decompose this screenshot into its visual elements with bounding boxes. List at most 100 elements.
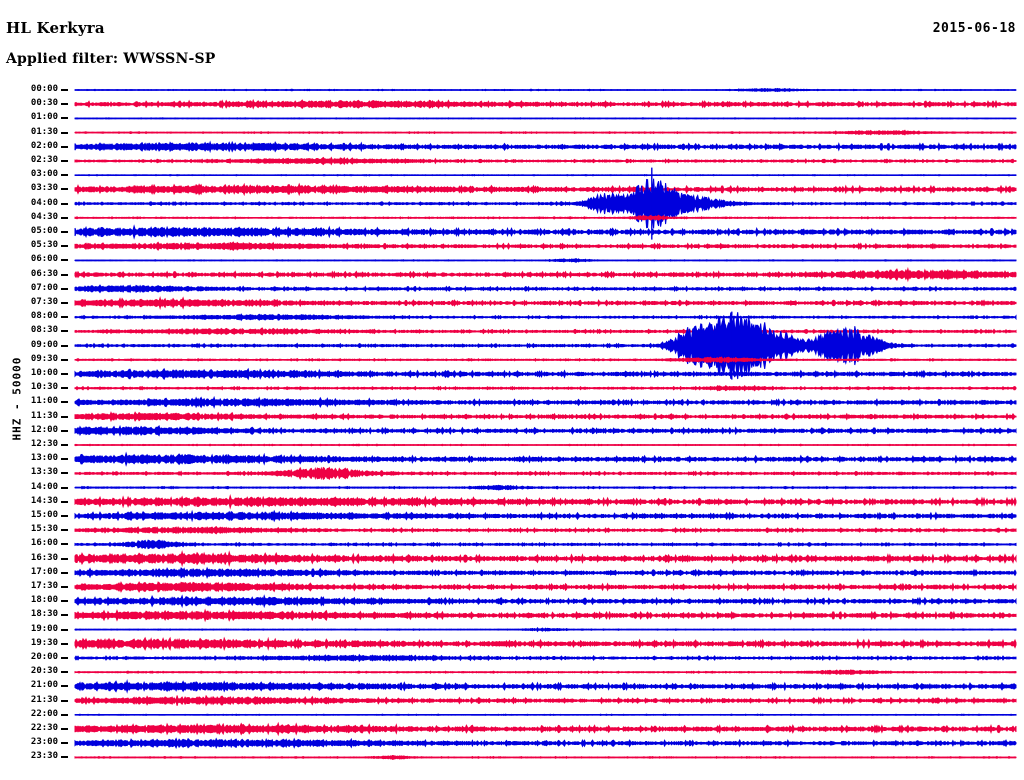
axis-tick: [61, 685, 68, 688]
time-label-1430: 14:30: [30, 495, 58, 506]
axis-tick: [61, 543, 68, 546]
axis-tick: [61, 145, 68, 148]
axis-tick: [61, 742, 68, 745]
time-label-1830: 18:30: [30, 609, 58, 620]
axis-tick: [61, 316, 68, 319]
axis-tick: [61, 486, 68, 489]
axis-tick: [61, 259, 68, 262]
record-date: 2015-06-18: [932, 21, 1016, 36]
axis-tick: [61, 628, 68, 631]
time-label-0900: 09:00: [30, 339, 58, 350]
axis-tick: [61, 500, 68, 503]
axis-tick: [61, 657, 68, 659]
time-label-2000: 20:00: [30, 652, 58, 662]
time-label-1400: 14:00: [30, 481, 58, 492]
time-label-0400: 04:00: [30, 197, 58, 208]
axis-tick: [61, 188, 68, 191]
axis-tick: [61, 174, 68, 177]
time-label-0130: 01:30: [30, 126, 58, 137]
axis-tick: [61, 358, 68, 361]
axis-tick: [61, 387, 68, 390]
time-label-2100: 21:00: [30, 680, 58, 691]
axis-tick: [61, 515, 68, 517]
time-label-1030: 10:30: [30, 382, 58, 393]
time-label-0200: 02:00: [30, 140, 58, 151]
time-label-1100: 11:00: [30, 396, 58, 407]
axis-tick: [61, 245, 68, 248]
time-label-0030: 00:30: [30, 98, 58, 109]
time-label-0230: 02:30: [30, 155, 58, 165]
time-label-0930: 09:30: [30, 353, 58, 364]
axis-tick: [61, 429, 68, 432]
time-label-0730: 07:30: [30, 297, 58, 307]
time-label-0630: 06:30: [30, 268, 58, 279]
time-label-1530: 15:30: [30, 524, 58, 535]
axis-tick: [61, 344, 68, 347]
time-label-0100: 01:00: [30, 112, 58, 123]
applied-filter-label: Applied filter: WWSSN-SP: [6, 51, 216, 67]
axis-tick: [61, 216, 68, 219]
axis-tick: [61, 699, 68, 702]
axis-tick: [61, 444, 68, 446]
time-label-1730: 17:30: [30, 581, 58, 591]
time-label-2030: 20:30: [30, 666, 58, 677]
axis-tick: [61, 273, 68, 276]
time-label-0600: 06:00: [30, 254, 58, 265]
time-label-0430: 04:30: [30, 211, 58, 222]
time-label-1000: 10:00: [30, 368, 58, 378]
time-label-1700: 17:00: [30, 566, 58, 577]
axis-tick: [61, 103, 68, 106]
time-label-1300: 13:00: [30, 453, 58, 464]
axis-tick: [61, 728, 68, 730]
axis-tick: [61, 472, 68, 475]
time-label-1200: 12:00: [30, 424, 58, 435]
axis-tick: [61, 529, 68, 532]
axis-tick: [61, 586, 68, 588]
axis-tick: [61, 302, 68, 304]
axis-tick: [61, 571, 68, 574]
time-label-0000: 00:00: [30, 84, 58, 94]
axis-tick: [61, 160, 68, 162]
axis-tick: [61, 756, 68, 759]
time-label-1800: 18:00: [30, 595, 58, 606]
axis-tick: [61, 131, 68, 134]
axis-tick: [61, 458, 68, 461]
time-label-1130: 11:30: [30, 410, 58, 421]
axis-tick: [61, 401, 68, 404]
axis-tick: [61, 231, 68, 233]
time-label-1900: 19:00: [30, 623, 58, 634]
axis-tick: [61, 642, 68, 645]
time-label-0500: 05:00: [30, 226, 58, 236]
time-label-2300: 23:00: [30, 737, 58, 748]
time-label-1930: 19:30: [30, 637, 58, 648]
time-label-2130: 21:30: [30, 694, 58, 705]
axis-tick: [61, 202, 68, 205]
time-label-0800: 08:00: [30, 311, 58, 322]
axis-tick: [61, 713, 68, 716]
axis-tick: [61, 89, 68, 91]
time-label-2330: 23:30: [30, 751, 58, 762]
time-label-2230: 22:30: [30, 723, 58, 733]
axis-tick: [61, 600, 68, 603]
time-label-0530: 05:30: [30, 240, 58, 251]
page-title: HL Kerkyra: [6, 19, 105, 37]
axis-tick: [61, 117, 68, 120]
time-label-1600: 16:00: [30, 538, 58, 549]
time-label-0300: 03:00: [30, 169, 58, 180]
time-label-1230: 12:30: [30, 439, 58, 449]
axis-tick: [61, 287, 68, 290]
axis-tick: [61, 557, 68, 560]
time-label-0700: 07:00: [30, 282, 58, 293]
axis-tick: [61, 671, 68, 674]
time-axis-ticks: [61, 0, 69, 780]
time-label-1630: 16:30: [30, 552, 58, 563]
time-label-0330: 03:30: [30, 183, 58, 194]
axis-tick: [61, 614, 68, 617]
axis-tick: [61, 373, 68, 375]
axis-tick: [61, 415, 68, 418]
time-label-0830: 08:30: [30, 325, 58, 336]
time-label-1330: 13:30: [30, 467, 58, 478]
time-axis-labels: 00:00 00:30 01:00 01:30 02:00 02:30 03:00 03:30…: [0, 0, 58, 780]
